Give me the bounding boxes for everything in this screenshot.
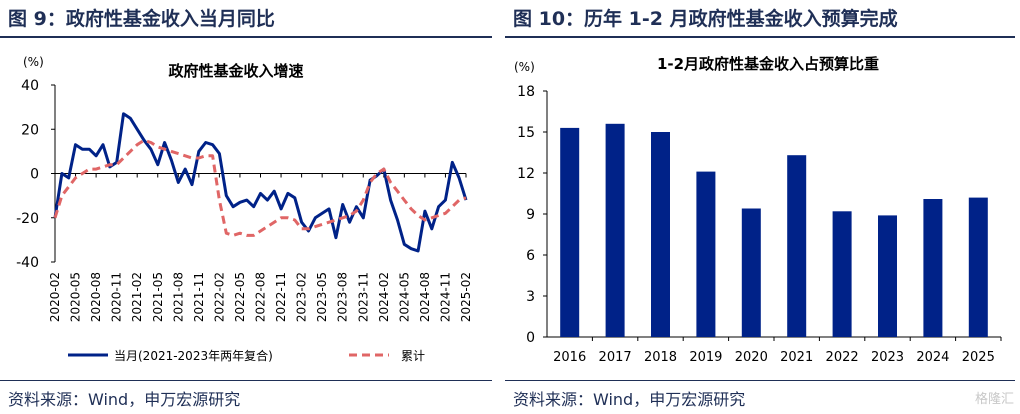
x-tick-label: 2020 <box>735 350 768 365</box>
y-tick-label: 15 <box>517 125 535 141</box>
x-tick-label: 2020-11 <box>110 272 124 322</box>
line-chart: (%) 政府性基金收入增速 -40 -20 0 20 40 2020-02 2020-05 202… <box>16 55 473 363</box>
x-tick-label: 2023-11 <box>356 272 370 322</box>
x-tick-label: 2020-08 <box>89 272 103 322</box>
bar-2018 <box>651 132 670 337</box>
y-tick-label: 40 <box>21 78 39 94</box>
x-tick-label: 2021-05 <box>151 272 165 322</box>
x-tick-label: 2025 <box>962 350 995 365</box>
bar-2016 <box>560 127 580 338</box>
y-axis-unit: (%) <box>23 55 44 69</box>
bar-2020 <box>741 208 761 337</box>
legend-label-monthly: 当月(2021-2023年两年复合) <box>114 348 273 363</box>
bar-2023 <box>878 215 897 337</box>
y-tick-label: 20 <box>21 122 39 138</box>
figure-right-top-rule <box>505 36 1015 38</box>
bar-2025 <box>968 197 988 337</box>
y-tick-label: 0 <box>526 330 535 346</box>
x-tick-label: 2023 <box>871 350 904 365</box>
y-tick-label: 3 <box>526 289 535 305</box>
y-tick-label: 9 <box>526 207 535 223</box>
x-tick-label: 2017 <box>599 350 632 365</box>
y-tick-label: 18 <box>517 84 535 100</box>
legend-label-cumulative: 累计 <box>401 349 425 363</box>
figure-left: 图 9：政府性基金收入当月同比 (%) 政府性基金收入增速 -40 -20 0 20 40 2… <box>0 0 500 414</box>
y-tick-label: 12 <box>517 166 535 182</box>
figure-left-title: 图 9：政府性基金收入当月同比 <box>8 8 275 30</box>
y-tick-label: 6 <box>526 248 535 264</box>
bar-2022 <box>832 211 852 337</box>
y-axis-unit: (%) <box>514 60 535 74</box>
x-tick-label: 2022-02 <box>212 272 226 322</box>
figure-right-title: 图 10：历年 1-2 月政府性基金收入预算完成 <box>513 8 898 30</box>
x-tick-label: 2025-02 <box>459 272 473 322</box>
series-line-monthly <box>53 112 468 253</box>
x-tick-label: 2021-11 <box>192 272 206 322</box>
y-tick-label: -20 <box>16 211 39 227</box>
y-tick-label: -40 <box>16 255 39 271</box>
x-tick-label: 2021-08 <box>171 272 185 322</box>
x-tick-label: 2022-11 <box>274 272 288 322</box>
x-tick-label: 2024-02 <box>377 272 391 322</box>
x-tick-label: 2022-05 <box>233 272 247 322</box>
bar-2021 <box>787 155 807 337</box>
y-tick-label: 0 <box>30 167 39 183</box>
x-tick-label: 2021-02 <box>130 272 144 322</box>
watermark-logo: 格隆汇 <box>974 392 1014 407</box>
x-tick-label: 2021 <box>780 350 813 365</box>
figure-right: 图 10：历年 1-2 月政府性基金收入预算完成 (%) 1-2月政府性基金收入占… <box>505 0 1020 414</box>
figure-left-top-rule <box>0 36 492 38</box>
figure-left-bottom-rule <box>0 380 492 381</box>
bar-chart: (%) 1-2月政府性基金收入占预算比重 0 3 6 9 12 15 18 2016 2017 201… <box>514 55 1002 365</box>
x-tick-label: 2023-02 <box>295 272 309 322</box>
x-tick-label: 2020-02 <box>48 272 62 322</box>
bar-2017 <box>605 123 625 337</box>
x-tick-label: 2020-05 <box>69 272 83 322</box>
figure-right-bottom-rule <box>505 380 1015 381</box>
x-tick-label: 2023-05 <box>315 272 329 322</box>
bar-2024 <box>923 199 943 337</box>
x-tick-label: 2022-08 <box>254 272 268 322</box>
chart-title: 政府性基金收入增速 <box>168 62 303 80</box>
x-tick-label: 2023-08 <box>336 272 350 322</box>
series-line-cumulative <box>53 138 467 237</box>
x-tick-label: 2024-11 <box>438 272 452 322</box>
x-tick-label: 2022 <box>826 350 859 365</box>
x-tick-label: 2019 <box>689 350 722 365</box>
chart-title: 1-2月政府性基金收入占预算比重 <box>657 55 879 73</box>
figure-left-source: 资料来源：Wind，申万宏源研究 <box>8 390 241 409</box>
x-tick-label: 2024-08 <box>418 272 432 322</box>
x-tick-label: 2016 <box>553 350 586 365</box>
x-tick-label: 2024 <box>916 350 949 365</box>
x-tick-label: 2018 <box>644 350 677 365</box>
bar-2019 <box>696 171 716 337</box>
x-tick-label: 2024-05 <box>397 272 411 322</box>
figure-right-source: 资料来源：Wind，申万宏源研究 <box>513 390 746 409</box>
